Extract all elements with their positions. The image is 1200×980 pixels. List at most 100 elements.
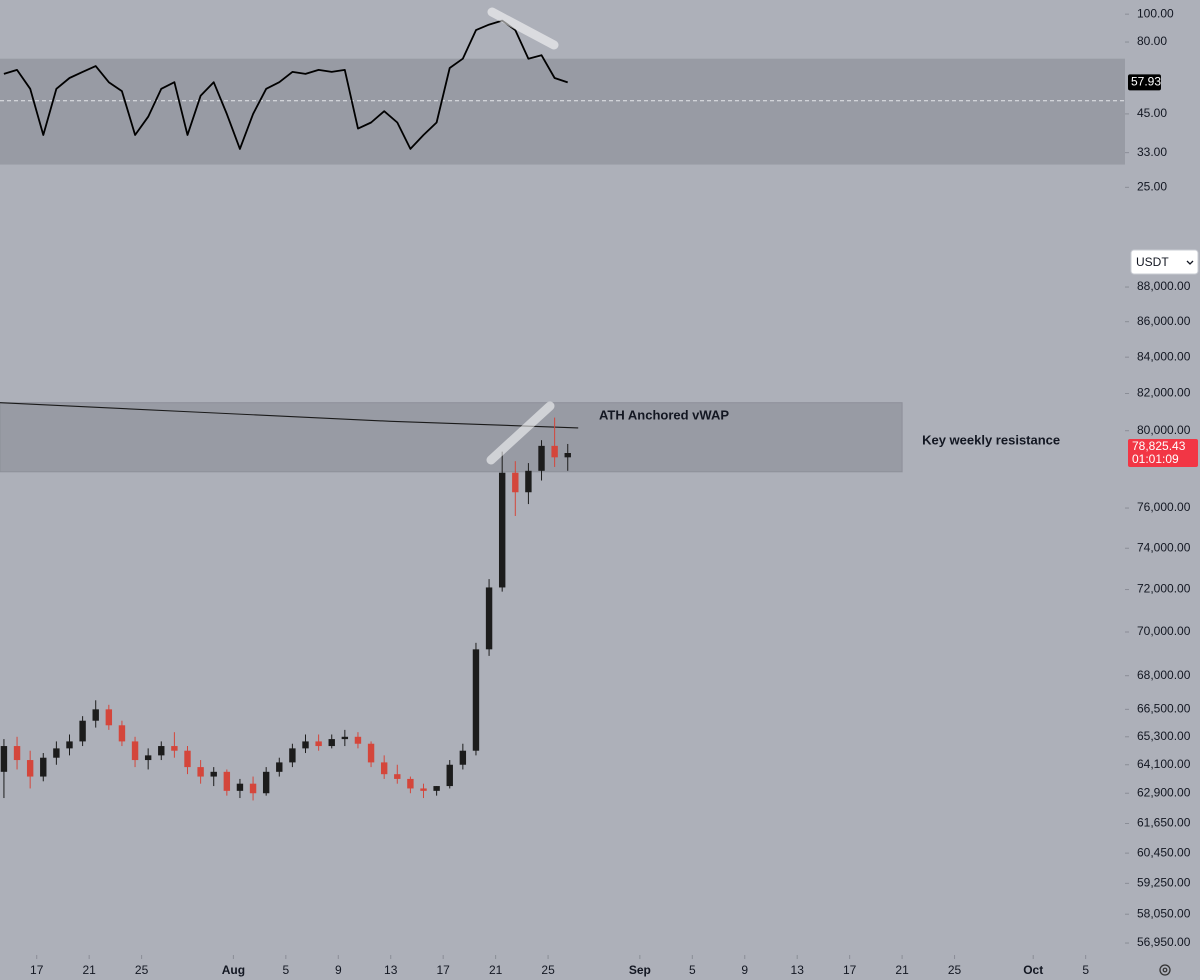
last-value-label: 57.93: [1131, 75, 1161, 89]
candle-body: [407, 778, 414, 789]
candle-body: [289, 748, 296, 763]
candle-body: [26, 760, 34, 777]
settings-button[interactable]: [1159, 964, 1171, 976]
y-tick-label: 60,450.00: [1137, 845, 1191, 859]
vwap-label: ATH Anchored vWAP: [599, 407, 729, 422]
gear-icon[interactable]: [1159, 964, 1171, 976]
x-tick-label: Aug: [222, 963, 245, 977]
candle-body: [197, 767, 204, 777]
candle-body: [472, 649, 480, 751]
candle-body: [538, 445, 545, 471]
candle-body: [40, 757, 47, 777]
currency-select[interactable]: USDT: [1130, 249, 1199, 275]
x-tick-label: 13: [791, 963, 805, 977]
y-tick-label: 59,250.00: [1137, 876, 1191, 890]
candle-body: [171, 746, 178, 751]
candle-body: [144, 755, 152, 761]
x-tick-label: 5: [689, 963, 696, 977]
x-tick-label: 25: [541, 963, 555, 977]
candle-body: [367, 743, 375, 763]
y-tick-label: 74,000.00: [1137, 540, 1191, 554]
candle-body: [158, 746, 165, 756]
candle-body: [131, 741, 139, 761]
candle-body: [525, 470, 532, 493]
candle-body: [223, 771, 231, 791]
candle-body: [564, 453, 571, 458]
candle-body: [13, 746, 21, 761]
y-tick-label: 84,000.00: [1137, 349, 1191, 363]
candle-body: [184, 750, 191, 768]
candle-body: [79, 720, 86, 742]
gear-center[interactable]: [1162, 967, 1168, 973]
y-tick-label: 100.00: [1137, 6, 1174, 20]
x-tick-label: 17: [437, 963, 451, 977]
y-tick-label: 61,650.00: [1137, 816, 1191, 830]
candle-body: [498, 472, 506, 588]
candle-body: [66, 741, 73, 749]
candle-body: [512, 472, 519, 493]
y-tick-label: 80.00: [1137, 34, 1167, 48]
back-layer: [0, 58, 1125, 473]
x-tick-label: 5: [282, 963, 289, 977]
x-tick-label: 5: [1082, 963, 1089, 977]
x-tick-label: 25: [948, 963, 962, 977]
rsi-line: [3, 19, 568, 150]
candle-body: [210, 771, 217, 777]
x-tick-label: 21: [489, 963, 503, 977]
candle-body: [328, 739, 335, 747]
y-tick-label: 82,000.00: [1137, 386, 1191, 400]
last-price-label: 78,825.43: [1132, 439, 1186, 453]
candle-body: [302, 741, 309, 749]
x-tick-label: Oct: [1023, 963, 1043, 977]
chevron[interactable]: [1186, 260, 1194, 265]
y-tick-label: 64,100.00: [1137, 757, 1191, 771]
countdown-label: 01:01:09: [1132, 452, 1179, 466]
candle-body: [262, 771, 270, 794]
select-box[interactable]: [1130, 249, 1199, 275]
candle-body: [433, 786, 440, 791]
candle-body: [341, 736, 349, 740]
trend-highlight: [487, 7, 559, 50]
x-tick-label: 17: [30, 963, 44, 977]
rsi-band: [0, 58, 1125, 165]
candle-body: [276, 762, 283, 772]
x-tick-label: 25: [135, 963, 149, 977]
candle-body: [92, 709, 99, 721]
y-tick-label: 80,000.00: [1137, 423, 1191, 437]
y-tick-label: 72,000.00: [1137, 582, 1191, 596]
resistance-zone: [0, 402, 903, 473]
y-tick-label: 25.00: [1137, 180, 1167, 194]
last-value-box: [1128, 74, 1161, 91]
y-tick-label: 86,000.00: [1137, 314, 1191, 328]
candle-body: [459, 750, 467, 765]
candle-body: [394, 774, 401, 779]
candle-body: [53, 748, 60, 758]
candle-body: [118, 725, 126, 742]
last-price-box: [1128, 439, 1198, 468]
y-tick-label: 68,000.00: [1137, 668, 1191, 682]
y-tick-label: 58,050.00: [1137, 906, 1191, 920]
candle-body: [485, 587, 493, 650]
x-tick-label: 9: [335, 963, 342, 977]
y-tick-label: 56,950.00: [1137, 935, 1191, 949]
candle-body: [315, 741, 322, 747]
y-tick-label: 70,000.00: [1137, 624, 1191, 638]
y-tick-label: 65,300.00: [1137, 729, 1191, 743]
candle-body: [380, 762, 388, 775]
x-tick-label: 13: [384, 963, 398, 977]
x-tick-label: 17: [843, 963, 857, 977]
y-tick-label: 33.00: [1137, 145, 1167, 159]
x-tick-label: Sep: [629, 963, 651, 977]
main-layer: 100.00 80.00 45.00 33.00 25.00 57.93 Key weekl…: [0, 6, 1198, 977]
candle-body: [420, 788, 427, 791]
select-text[interactable]: USDT: [1136, 255, 1169, 269]
x-tick-label: 9: [741, 963, 748, 977]
candle-body: [551, 445, 558, 458]
candle-body: [446, 764, 453, 787]
candle-body: [0, 746, 8, 772]
vwap-line: [0, 402, 579, 429]
trend-highlight: [486, 401, 555, 465]
candle-body: [354, 736, 362, 744]
